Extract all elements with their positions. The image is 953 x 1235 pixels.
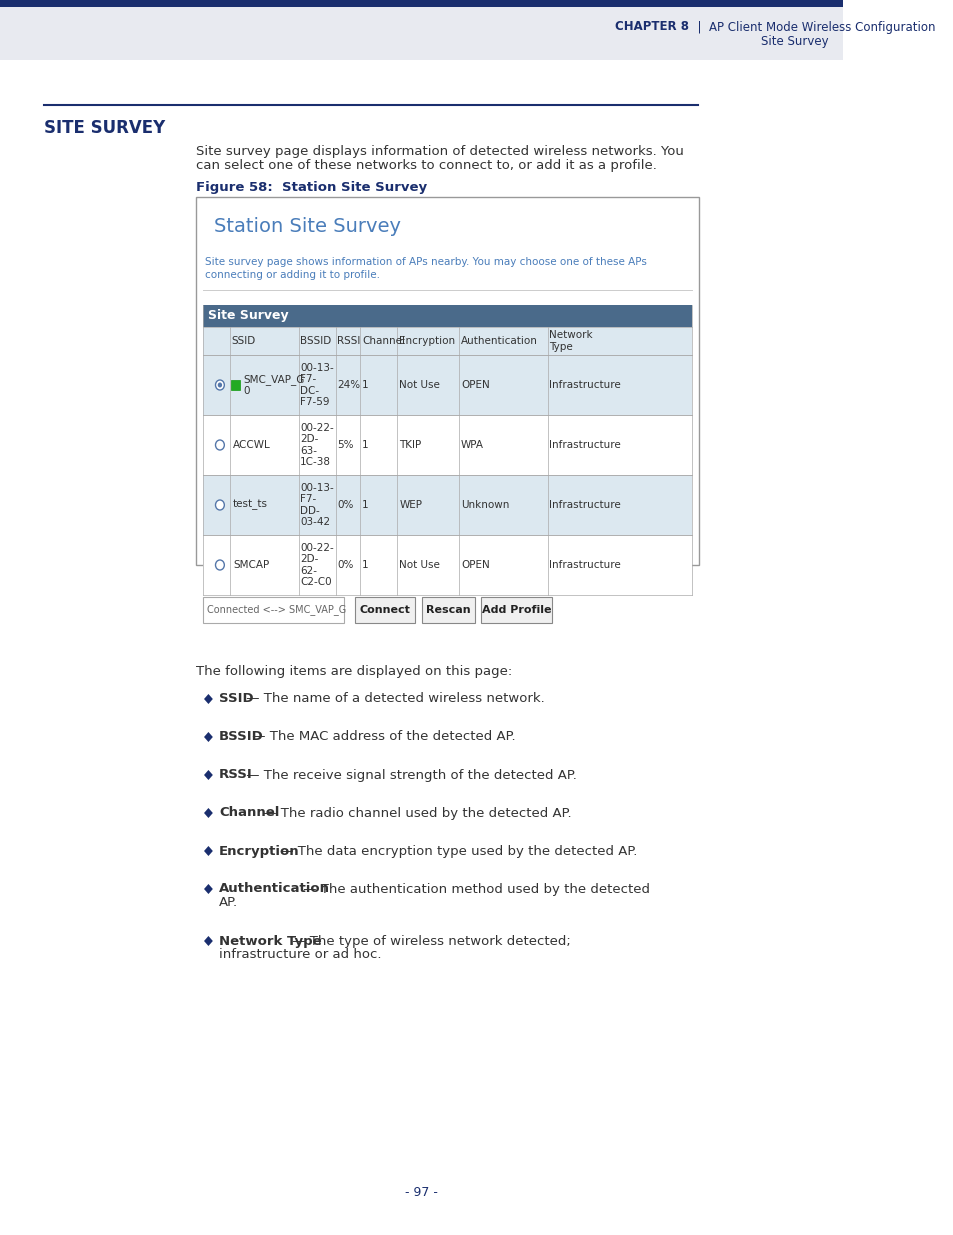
Text: Infrastructure: Infrastructure [549, 380, 620, 390]
Text: OPEN: OPEN [460, 559, 489, 571]
Text: Channel: Channel [219, 806, 279, 820]
Polygon shape [204, 884, 213, 894]
Text: Encryption: Encryption [219, 845, 299, 857]
Text: ACCWL: ACCWL [233, 440, 271, 450]
Bar [203, 535, 692, 595]
Text: infrastructure or ad hoc.: infrastructure or ad hoc. [219, 948, 381, 962]
Text: Network Type: Network Type [219, 935, 321, 947]
Text: 00-13-
F7-
DC-
F7-59: 00-13- F7- DC- F7-59 [300, 363, 334, 408]
Text: WPA: WPA [460, 440, 483, 450]
Text: Site Survey: Site Survey [760, 36, 828, 48]
Bar [203, 475, 692, 535]
Text: |  AP Client Mode Wireless Configuration: | AP Client Mode Wireless Configuration [689, 21, 934, 33]
Text: — The name of a detected wireless network.: — The name of a detected wireless networ… [242, 693, 544, 705]
Text: Infrastructure: Infrastructure [549, 500, 620, 510]
Bar [232, 380, 240, 390]
Bar [203, 327, 692, 354]
Text: - 97 -: - 97 - [404, 1187, 437, 1199]
Text: 0%: 0% [337, 559, 354, 571]
Text: can select one of these networks to connect to, or add it as a profile.: can select one of these networks to conn… [196, 159, 657, 173]
Bar [481, 597, 552, 622]
Circle shape [215, 440, 224, 450]
Text: Not Use: Not Use [398, 380, 439, 390]
Text: Network
Type: Network Type [549, 330, 593, 352]
Bar [203, 597, 344, 622]
Bar [203, 305, 692, 327]
Bar [203, 354, 692, 415]
Text: 24%: 24% [337, 380, 360, 390]
Text: The following items are displayed on this page:: The following items are displayed on thi… [196, 664, 512, 678]
Text: Authentication: Authentication [460, 336, 537, 346]
Text: Unknown: Unknown [460, 500, 509, 510]
Polygon shape [204, 846, 213, 856]
Text: 0%: 0% [337, 500, 354, 510]
Text: Station Site Survey: Station Site Survey [213, 217, 400, 236]
Circle shape [215, 559, 224, 571]
Polygon shape [204, 936, 213, 946]
Text: Add Profile: Add Profile [481, 605, 551, 615]
Polygon shape [204, 808, 213, 818]
Bar [196, 198, 699, 564]
Bar [0, 0, 841, 7]
Text: SMCAP: SMCAP [233, 559, 269, 571]
Text: Connect: Connect [359, 605, 410, 615]
Text: 5%: 5% [337, 440, 354, 450]
Polygon shape [204, 694, 213, 704]
Text: Site survey page displays information of detected wireless networks. You: Site survey page displays information of… [196, 146, 683, 158]
Text: 1: 1 [362, 380, 369, 390]
Text: BSSID: BSSID [300, 336, 332, 346]
Text: RSSI: RSSI [219, 768, 253, 782]
Bar [203, 415, 692, 475]
Text: WEP: WEP [398, 500, 422, 510]
Circle shape [217, 383, 222, 388]
Text: SSID: SSID [232, 336, 255, 346]
Text: AP.: AP. [219, 897, 238, 909]
Text: Authentication: Authentication [219, 883, 330, 895]
Text: — The receive signal strength of the detected AP.: — The receive signal strength of the det… [242, 768, 577, 782]
Text: — The radio channel used by the detected AP.: — The radio channel used by the detected… [259, 806, 571, 820]
Text: — The data encryption type used by the detected AP.: — The data encryption type used by the d… [276, 845, 638, 857]
Text: SMC_VAP_G
0: SMC_VAP_G 0 [243, 374, 304, 396]
Bar [422, 597, 475, 622]
Text: Infrastructure: Infrastructure [549, 559, 620, 571]
Text: TKIP: TKIP [398, 440, 421, 450]
Text: SSID: SSID [219, 693, 253, 705]
Text: BSSID: BSSID [219, 730, 264, 743]
Text: 1: 1 [362, 440, 369, 450]
Text: Infrastructure: Infrastructure [549, 440, 620, 450]
Text: Site survey page shows information of APs nearby. You may choose one of these AP: Site survey page shows information of AP… [205, 257, 646, 267]
Text: Rescan: Rescan [426, 605, 471, 615]
Circle shape [215, 380, 224, 390]
Text: — The MAC address of the detected AP.: — The MAC address of the detected AP. [248, 730, 515, 743]
Text: 00-13-
F7-
DD-
03-42: 00-13- F7- DD- 03-42 [300, 483, 334, 527]
Text: CHAPTER 8: CHAPTER 8 [615, 21, 688, 33]
Text: SITE SURVEY: SITE SURVEY [44, 119, 165, 137]
Text: 00-22-
2D-
63-
1C-38: 00-22- 2D- 63- 1C-38 [300, 422, 334, 467]
Text: 00-22-
2D-
62-
C2-C0: 00-22- 2D- 62- C2-C0 [300, 542, 334, 588]
Text: Site Survey: Site Survey [208, 310, 289, 322]
Text: — The type of wireless network detected;: — The type of wireless network detected; [288, 935, 570, 947]
Text: 1: 1 [362, 559, 369, 571]
Text: RSSI: RSSI [337, 336, 360, 346]
Text: Encryption: Encryption [398, 336, 455, 346]
Polygon shape [204, 769, 213, 781]
Text: Figure 58:  Station Site Survey: Figure 58: Station Site Survey [196, 180, 427, 194]
Text: Not Use: Not Use [398, 559, 439, 571]
Polygon shape [204, 732, 213, 742]
Bar [0, 0, 841, 61]
Text: Connected <--> SMC_VAP_G: Connected <--> SMC_VAP_G [207, 605, 346, 615]
Circle shape [215, 500, 224, 510]
Text: OPEN: OPEN [460, 380, 489, 390]
Text: 1: 1 [362, 500, 369, 510]
Text: Channel: Channel [362, 336, 405, 346]
Bar [355, 597, 415, 622]
Text: — The authentication method used by the detected: — The authentication method used by the … [299, 883, 650, 895]
Text: test_ts: test_ts [233, 500, 268, 510]
Text: connecting or adding it to profile.: connecting or adding it to profile. [205, 270, 379, 280]
